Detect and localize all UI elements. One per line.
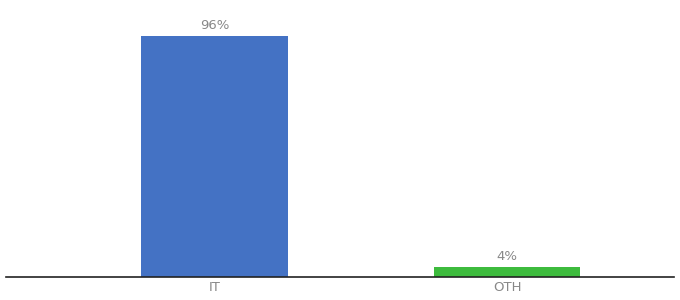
Text: 4%: 4%	[496, 250, 517, 263]
Bar	[434, 266, 581, 277]
Text: 96%: 96%	[200, 19, 229, 32]
Bar	[141, 36, 288, 277]
